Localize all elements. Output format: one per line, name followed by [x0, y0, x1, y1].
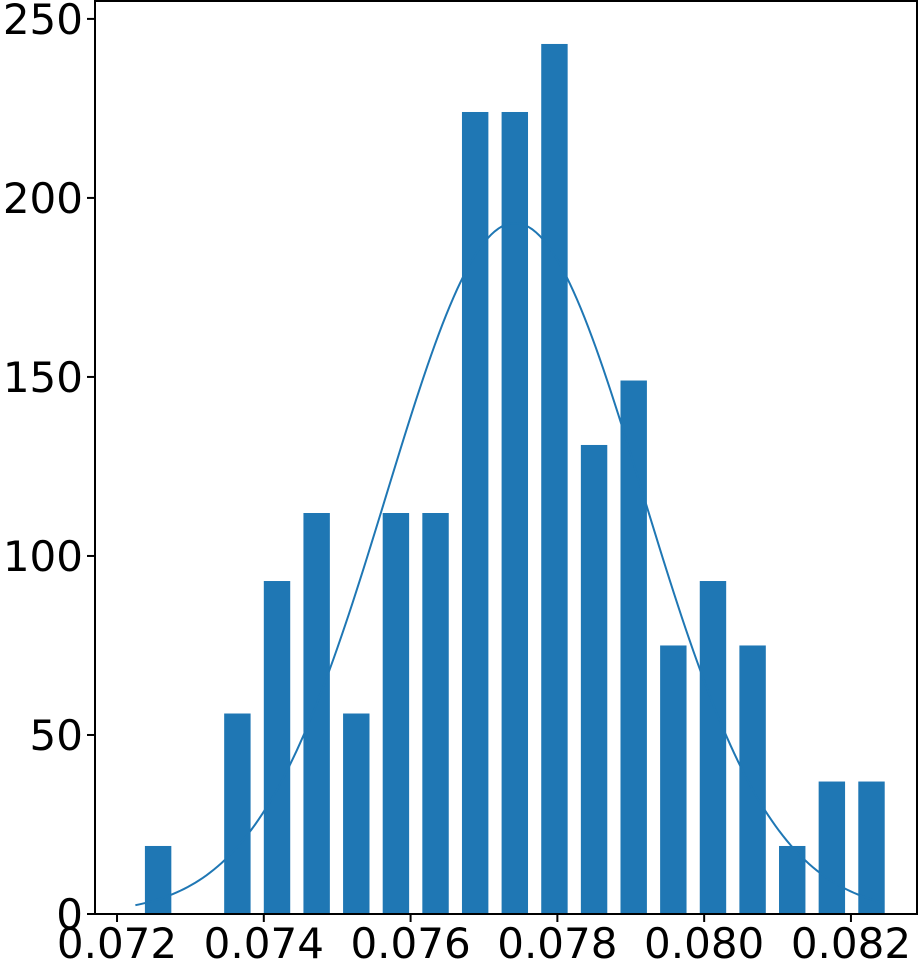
x-tick-label-5: 0.082 — [791, 919, 911, 967]
y-axis-ticks: 0 50 100 150 200 250 — [3, 0, 95, 939]
histogram-bar-3 — [263, 581, 291, 914]
y-tick-label-5: 250 — [3, 0, 83, 44]
histogram-bar-4 — [303, 513, 330, 914]
y-tick-label-2: 100 — [3, 532, 83, 581]
density-curve-line — [135, 222, 885, 907]
y-tick-label-1: 50 — [30, 711, 83, 760]
histogram-bar-14 — [699, 581, 727, 914]
x-tick-label-1: 0.074 — [204, 919, 324, 967]
histogram-bar-10 — [541, 43, 568, 914]
x-axis-ticks: 0.072 0.074 0.076 0.078 0.080 0.082 — [57, 914, 911, 968]
x-tick-label-3: 0.078 — [497, 919, 617, 967]
histogram-bar-9 — [501, 111, 529, 915]
y-tick-label-4: 200 — [3, 174, 83, 223]
y-tick-label-3: 150 — [3, 353, 83, 402]
x-tick-label-0: 0.072 — [57, 919, 177, 967]
curve-layer — [135, 222, 885, 907]
histogram-bar-2 — [224, 713, 251, 914]
plot-frame — [94, 0, 918, 915]
histogram-bar-8 — [461, 111, 489, 915]
histogram-bar-5 — [343, 713, 370, 914]
histogram-bar-11 — [580, 444, 608, 914]
histogram-bar-15 — [739, 645, 766, 914]
histogram-bar-17 — [818, 781, 846, 914]
histogram-bar-18 — [858, 781, 885, 914]
histogram-bar-0 — [144, 845, 172, 914]
x-tick-label-4: 0.080 — [644, 919, 764, 967]
histogram-bar-12 — [620, 380, 647, 914]
x-tick-label-2: 0.076 — [350, 919, 470, 967]
histogram-bar-7 — [422, 513, 449, 914]
histogram-bar-13 — [660, 645, 687, 914]
y-tick-label-0: 0 — [56, 890, 83, 939]
bars-layer — [144, 43, 885, 915]
histogram-bar-6 — [382, 513, 410, 914]
